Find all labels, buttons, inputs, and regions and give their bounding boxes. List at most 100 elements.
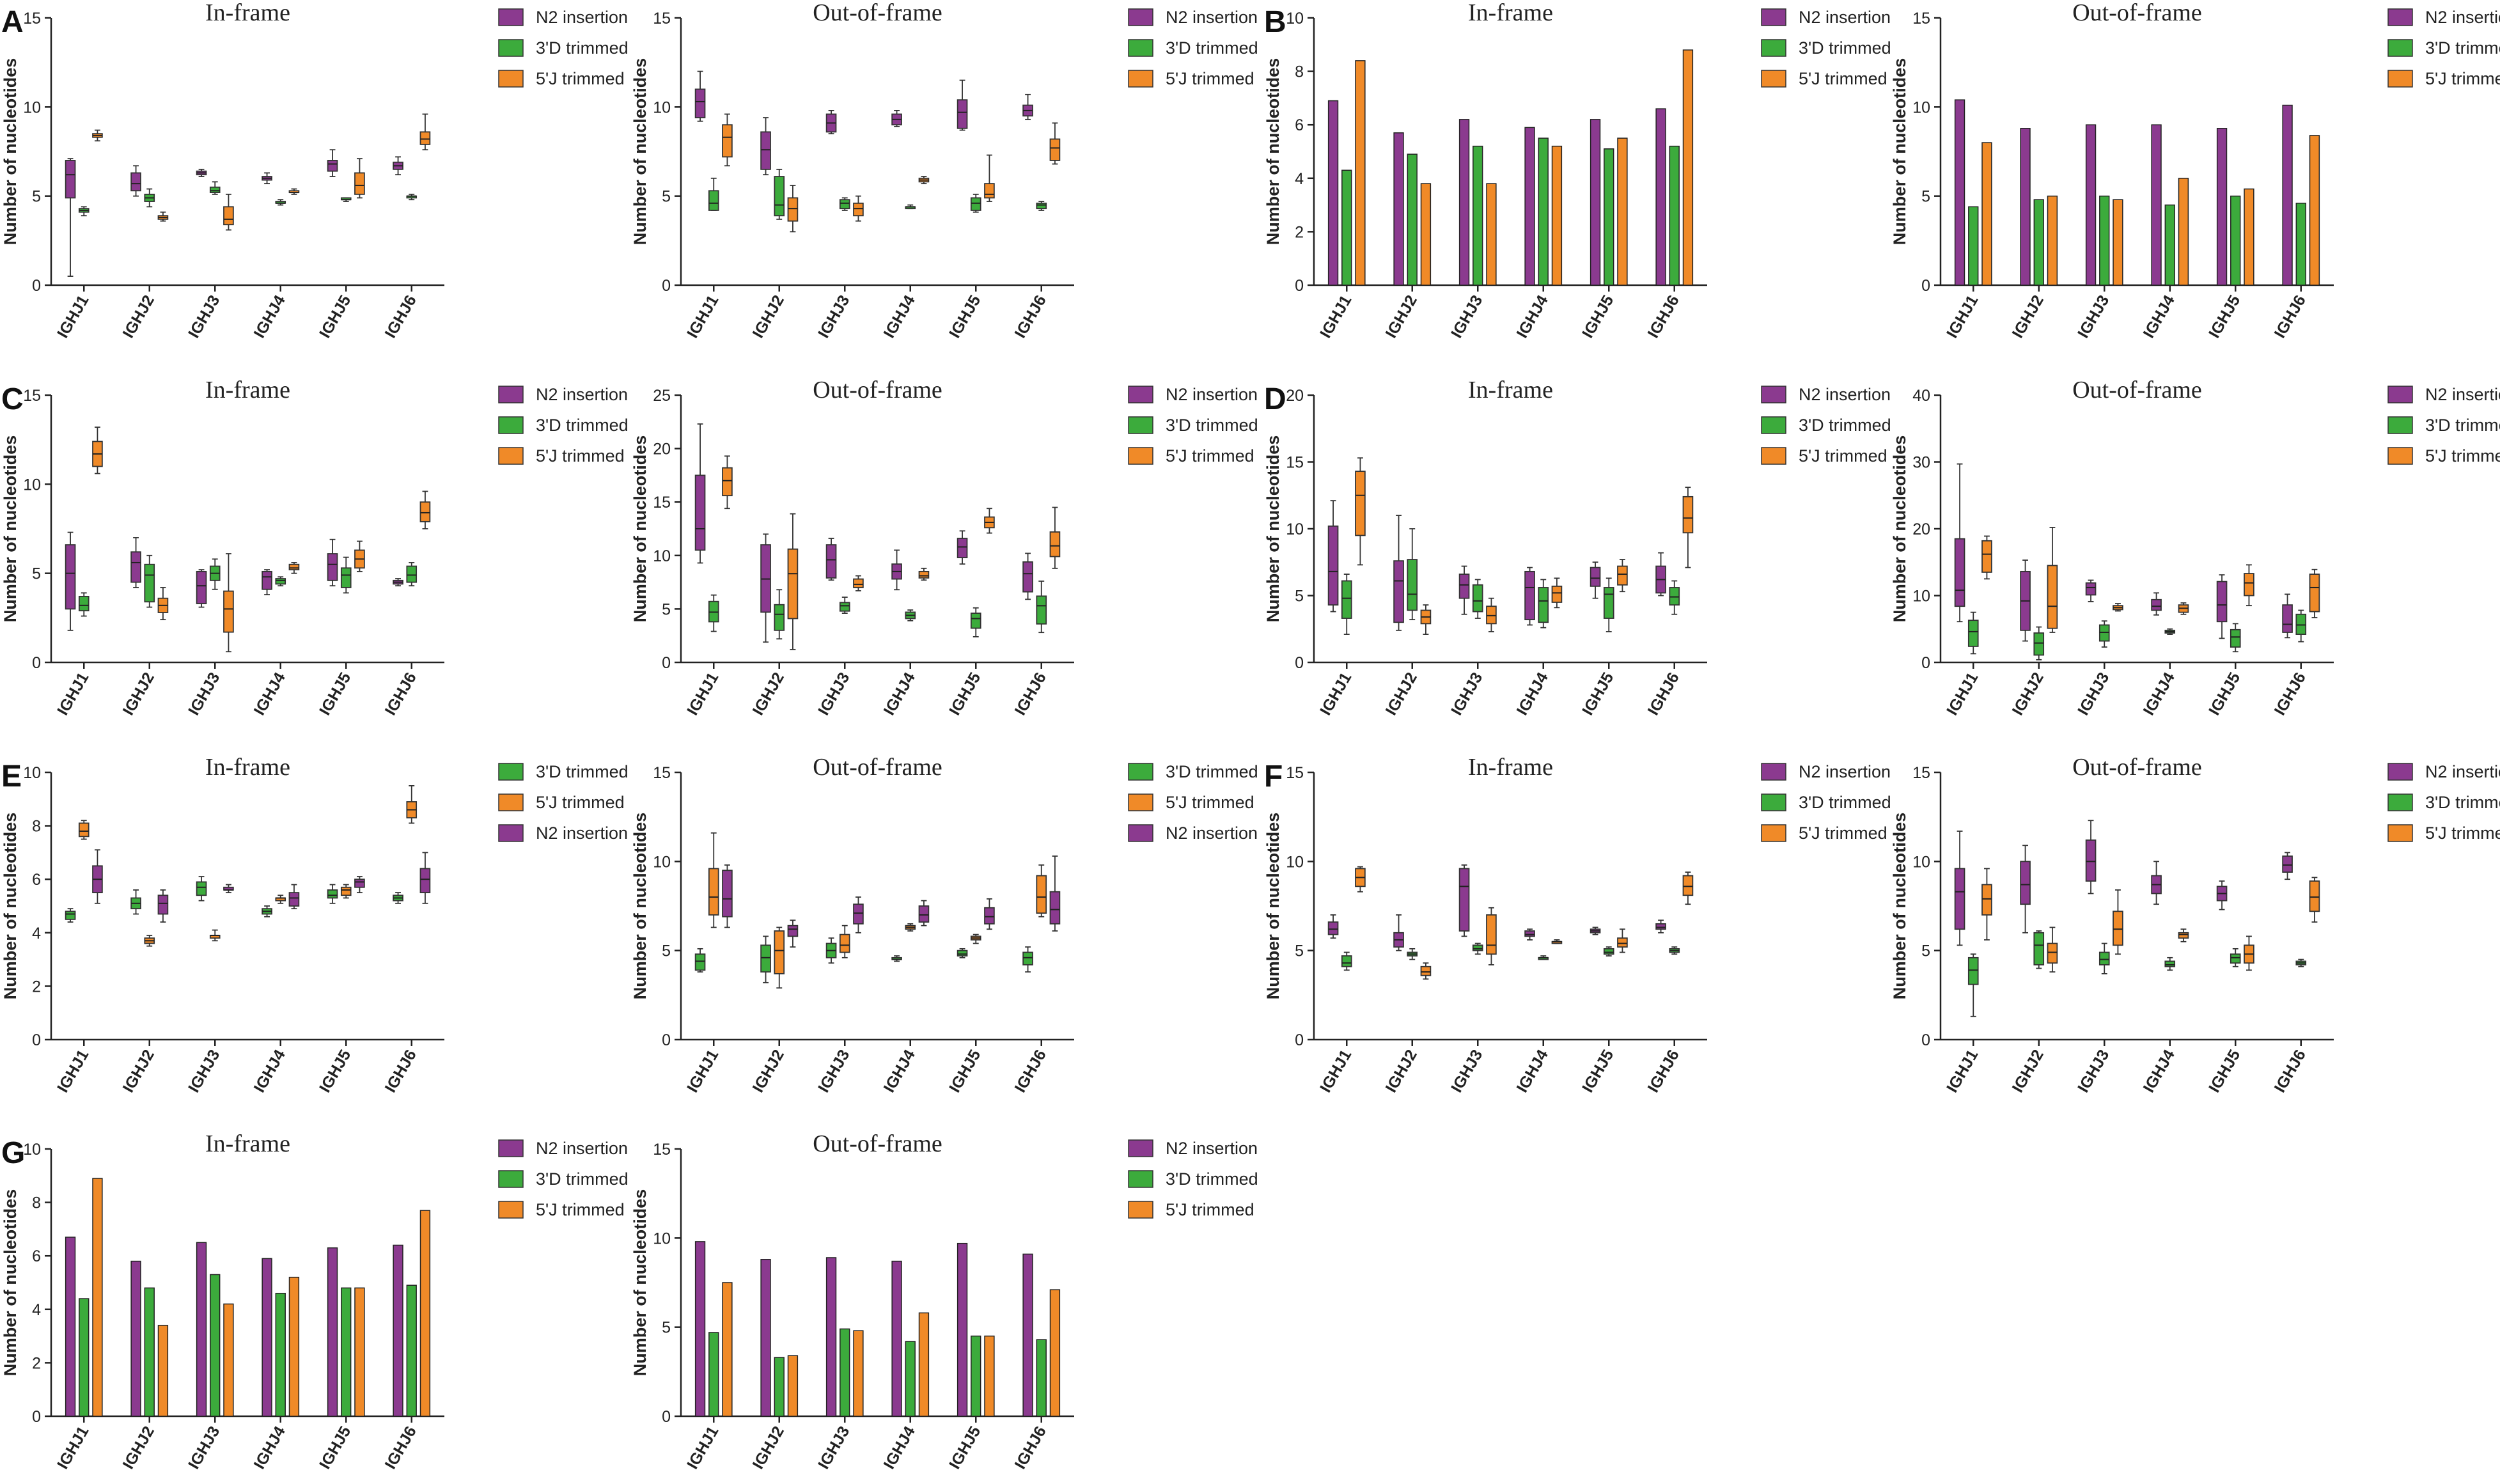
bar [2295, 203, 2306, 286]
bar [327, 1247, 338, 1417]
legend-label: 5'J trimmed [2425, 446, 2500, 465]
legend-swatch [498, 8, 524, 26]
legend-label: 5'J trimmed [536, 1200, 625, 1219]
x-tick-label: IGHJ5 [2205, 292, 2244, 341]
box [2085, 582, 2097, 596]
box [1472, 944, 1483, 951]
box [1551, 585, 1563, 603]
box [2098, 951, 2110, 965]
box [970, 613, 981, 629]
y-tick-label: 2 [32, 978, 41, 996]
y-tick-label: 15 [23, 387, 41, 405]
bar [2282, 104, 2293, 286]
x-tick-label: IGHJ6 [382, 1047, 420, 1096]
box [1327, 525, 1339, 606]
x-tick-label: IGHJ6 [1645, 292, 1683, 341]
x-tick-label: IGHJ2 [1382, 669, 1421, 719]
x-tick-label: IGHJ5 [2205, 669, 2244, 719]
y-tick-label: 6 [32, 1247, 41, 1265]
x-tick-label: IGHJ3 [2074, 669, 2113, 719]
bar [2099, 195, 2110, 286]
legend-label: 5'J trimmed [1799, 824, 1887, 843]
legend-label: 3'D trimmed [536, 762, 629, 781]
y-tick-label: 5 [32, 565, 41, 583]
x-tick-label: IGHJ1 [1316, 292, 1355, 341]
y-tick-label: 2 [32, 1354, 41, 1372]
y-tick-label: 20 [1912, 520, 1930, 538]
bar [918, 1312, 930, 1417]
chart-panel-10: F In-frame Number of nucleotides 0 5 10 15 IGHJ… [1263, 754, 1891, 1096]
x-tick-label: IGHJ5 [946, 292, 984, 341]
x-tick-label: IGHJ3 [1448, 1047, 1486, 1096]
x-tick-label: IGHJ3 [185, 1423, 223, 1472]
box [327, 160, 338, 172]
bar [1954, 99, 1965, 286]
legend-swatch [2387, 793, 2413, 811]
box [2309, 880, 2320, 912]
legend-label: 3'D trimmed [2425, 38, 2500, 58]
box [340, 567, 352, 588]
x-tick-label: IGHJ4 [1513, 1047, 1552, 1096]
x-tick-label: IGHJ3 [815, 1047, 853, 1096]
y-tick-label: 10 [1286, 10, 1304, 27]
bar [971, 1335, 981, 1417]
box [918, 905, 930, 923]
box [327, 553, 338, 581]
y-axis-label: Number of nucleotides [1, 1189, 20, 1377]
box [1524, 930, 1535, 937]
box [1486, 605, 1497, 625]
y-tick-label: 8 [1295, 63, 1304, 81]
bar [130, 1260, 141, 1417]
box [1967, 957, 1979, 985]
chart-panel-1: Out-of-frame Number of nucleotides 0 5 10 15 I… [630, 0, 1258, 341]
box [984, 183, 995, 199]
legend-label: 5'J trimmed [1166, 69, 1254, 88]
box [984, 907, 995, 925]
x-tick-label: IGHJ2 [749, 292, 788, 341]
legend-swatch [1128, 447, 1153, 465]
legend-label: 5'J trimmed [1799, 446, 1887, 465]
box [1486, 914, 1497, 955]
box [1682, 496, 1694, 534]
x-tick-label: IGHJ4 [880, 1423, 919, 1472]
x-tick-label: IGHJ1 [54, 669, 92, 719]
bar [2309, 135, 2320, 286]
legend-swatch [1128, 386, 1153, 403]
legend-label: 5'J trimmed [1166, 446, 1254, 465]
bar [905, 1341, 916, 1417]
box [787, 197, 799, 222]
legend-swatch [1761, 447, 1786, 465]
chart-panel-0: A In-frame Number of nucleotides 0 5 10 15 IGHJ… [1, 0, 629, 341]
y-tick-label: 8 [32, 1194, 41, 1212]
bar [288, 1276, 300, 1417]
box [1036, 595, 1047, 625]
bar [825, 1257, 837, 1417]
bar [1604, 148, 1614, 286]
box [708, 868, 719, 916]
bar [210, 1274, 221, 1417]
box [1036, 202, 1047, 210]
y-tick-label: 5 [662, 1319, 671, 1337]
box [223, 590, 234, 633]
x-tick-label: IGHJ5 [946, 1047, 984, 1096]
bar [760, 1259, 771, 1417]
legend-swatch [1761, 416, 1786, 434]
y-tick-label: 5 [662, 188, 671, 206]
legend-swatch [1128, 824, 1153, 842]
legend-label: 3'D trimmed [1166, 416, 1258, 435]
legend-label: 3'D trimmed [536, 1169, 629, 1189]
x-tick-label: IGHJ3 [815, 1423, 853, 1472]
legend-swatch [2387, 763, 2413, 781]
y-tick-label: 0 [1295, 1031, 1304, 1049]
x-tick-label: IGHJ5 [316, 1423, 354, 1472]
box [957, 99, 968, 129]
legend-label: N2 insertion [2425, 385, 2500, 404]
legend-label: 5'J trimmed [536, 69, 625, 88]
chart-panel-11: Out-of-frame Number of nucleotides 0 5 10 15 I… [1890, 754, 2500, 1096]
box [1603, 587, 1614, 619]
y-tick-label: 5 [662, 942, 671, 960]
y-tick-label: 0 [1921, 654, 1930, 672]
legend-label: 5'J trimmed [536, 793, 625, 812]
bar [1341, 169, 1352, 286]
x-tick-label: IGHJ4 [251, 669, 289, 719]
